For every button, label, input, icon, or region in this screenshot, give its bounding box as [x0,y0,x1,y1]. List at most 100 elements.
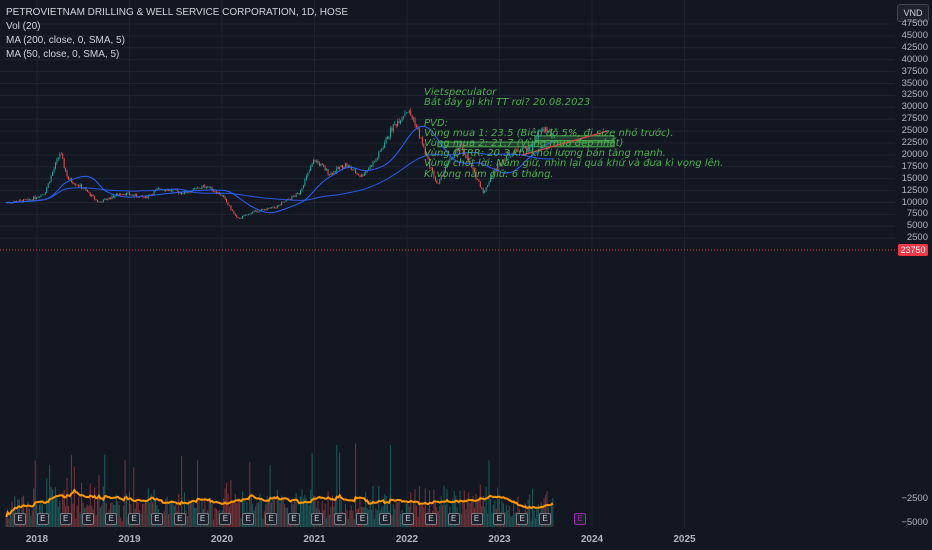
volume-bar [269,465,271,527]
candle-body [276,205,278,209]
candle-body [153,191,155,195]
candle-body [353,169,355,171]
candle-body [459,143,461,150]
candle-body [476,178,478,180]
candle-body [124,194,126,196]
candle-body [126,192,128,196]
candle-body [340,165,342,168]
candle-body [424,146,426,154]
volume-bar [443,485,445,527]
candle-body [268,208,270,209]
earnings-marker[interactable]: E [150,513,163,525]
candle-body [378,151,380,159]
volume-bar [34,460,36,527]
candle-body [130,194,132,196]
volume-indicator-label[interactable]: Vol (20) [6,21,41,32]
volume-bar [9,510,12,527]
candle-body [104,198,106,200]
volume-bar [211,503,213,527]
earnings-marker[interactable]: E [105,513,118,525]
candle-body [546,127,548,132]
candle-body [360,174,362,177]
candle-body [326,169,328,171]
candle-body [533,142,535,144]
volume-bar [487,513,489,527]
earnings-marker[interactable]: E [196,513,209,525]
earnings-marker[interactable]: E [219,513,232,525]
ma50-indicator-label[interactable]: MA (50, close, 0, SMA, 5) [6,49,120,60]
earnings-marker[interactable]: E [14,513,26,525]
candle-body [23,199,25,203]
candle-body [49,181,51,184]
volume-bar [488,460,490,527]
volume-bar [302,498,304,527]
candle-body [157,188,159,190]
analysis-annotation[interactable]: Vietspeculator Bắt đáy gì khi TT rơi? 20.… [424,87,724,180]
candle-body [169,189,171,191]
volume-bar [102,486,104,527]
candle-body [501,163,503,166]
candle-body [443,171,445,177]
y-tick-label: 7500 [906,208,928,220]
earnings-marker[interactable]: E [242,513,255,525]
candle-body [76,185,78,186]
earnings-marker[interactable]: E [424,513,437,525]
volume-bar [276,489,278,527]
candle-body [382,147,384,150]
candle-body [166,189,168,191]
y-tick-label: 32500 [901,89,928,101]
earnings-marker[interactable]: E [59,513,72,525]
candle-body [356,173,358,174]
earnings-marker[interactable]: E [287,513,300,525]
earnings-marker[interactable]: E [447,513,460,525]
earnings-marker[interactable]: E [539,513,551,525]
earnings-marker[interactable]: E [265,513,278,525]
candle-body [18,200,20,202]
earnings-marker[interactable]: E [516,513,529,525]
candle-body [550,131,552,136]
candle-body [242,216,244,219]
upcoming-earnings-marker[interactable]: E [574,513,586,525]
symbol-title[interactable]: PETROVIETNAM DRILLING & WELL SERVICE COR… [6,7,349,18]
earnings-marker[interactable]: E [493,513,506,525]
volume-bar [472,495,474,527]
earnings-marker[interactable]: E [356,513,369,525]
annotation-line: Vùng chốt lời: Nắm giữ, nhìn lại quá khứ… [424,158,724,170]
candle-body [27,198,29,200]
volume-bar [465,509,467,527]
candle-body [86,189,88,192]
earnings-marker[interactable]: E [128,513,141,525]
candle-body [545,127,547,132]
volume-bar [260,497,262,527]
candle-body [127,192,129,194]
earnings-marker[interactable]: E [82,513,95,525]
earnings-marker[interactable]: E [333,513,346,525]
earnings-marker[interactable]: E [402,513,415,525]
candle-body [421,137,423,145]
earnings-marker[interactable]: E [173,513,186,525]
candle-body [485,187,487,191]
candle-body [186,192,188,194]
currency-button[interactable]: VND [897,4,929,22]
ma200-indicator-label[interactable]: MA (200, close, 0, SMA, 5) [6,35,125,46]
candle-body [243,215,245,217]
volume-bar [350,505,352,527]
volume-bar [101,504,103,527]
candle-body [329,174,331,175]
earnings-marker[interactable]: E [470,513,483,525]
volume-bar [57,506,59,527]
earnings-marker[interactable]: E [36,513,49,525]
candle-body [21,200,23,203]
candle-body [389,128,391,137]
earnings-marker[interactable]: E [310,513,323,525]
earnings-marker[interactable]: E [379,513,392,525]
candle-body [269,207,271,209]
y-tick-label: −2500 [901,493,928,504]
volume-ma-line [5,488,554,518]
candle-body [447,161,449,163]
volume-bar [215,508,217,527]
candle-body [52,172,54,176]
candle-body [207,186,209,188]
